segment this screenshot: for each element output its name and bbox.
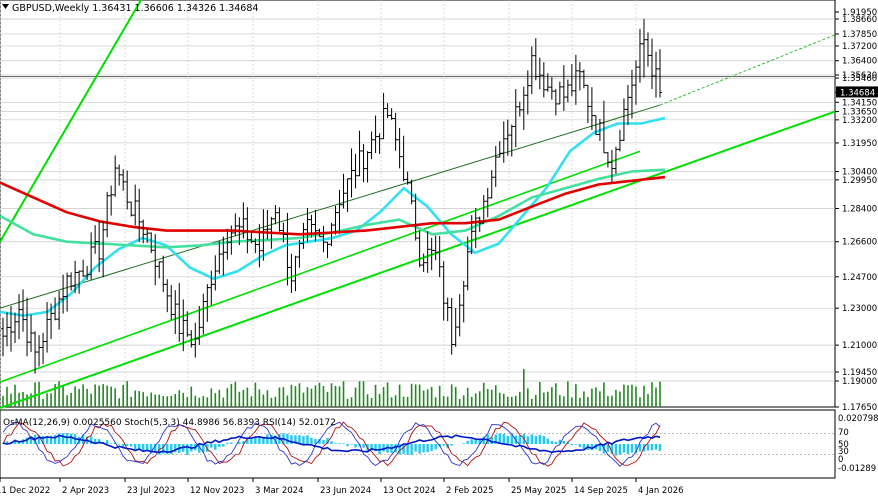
price-tick-label: 1.34150 [842, 98, 877, 108]
price-tick-label: 1.21000 [842, 341, 877, 351]
current-price-label: 1.34684 [840, 88, 875, 98]
price-tick-label: 1.19000 [842, 377, 877, 387]
symbol-header: GBPUSD,Weekly 1.36431 1.36606 1.34326 1.… [12, 3, 258, 14]
time-tick-label: 11 Dec 2022 [0, 486, 50, 496]
indicator-lines [0, 421, 835, 467]
price-tick-label: 1.33650 [842, 108, 877, 118]
time-tick-label: 13 Oct 2024 [383, 486, 436, 496]
time-tick-label: 23 Jul 2023 [127, 486, 175, 496]
indicator-tick-label: 50 [838, 440, 849, 450]
price-tick-label: 1.35460 [842, 74, 877, 84]
price-tick-label: 1.28400 [842, 204, 877, 214]
channel-lines [0, 0, 836, 409]
time-tick-label: 2 Apr 2023 [62, 486, 109, 496]
price-tick-label: 1.35630 [842, 71, 877, 81]
current-price-tag [836, 86, 878, 98]
time-tick-label: 25 May 2025 [511, 486, 566, 496]
time-tick-label: 23 Jun 2024 [320, 486, 371, 496]
stochastic-line [2, 421, 661, 467]
time-tick-label: 4 Jan 2026 [638, 486, 684, 496]
price-tick-label: 1.24700 [842, 273, 877, 283]
channel-lower-line [0, 110, 836, 409]
price-tick-label: 1.17650 [842, 403, 877, 413]
indicator-tick-label: 0 [838, 455, 843, 465]
channel-inner-line [0, 150, 641, 383]
stochastic-line [2, 421, 661, 467]
indicator-tick-label: 70 [838, 428, 849, 438]
time-tick-label: 14 Sep 2025 [574, 486, 628, 496]
price-tick-label: 1.29950 [842, 176, 877, 186]
price-tick-label: 1.26600 [842, 238, 877, 248]
price-tick-label: 1.37850 [842, 30, 877, 40]
price-tick-label: 1.38660 [842, 15, 877, 25]
channel-middle-extension [659, 34, 836, 106]
price-tick-label: 1.33200 [842, 116, 877, 126]
rsi-line [2, 434, 661, 454]
price-tick-label: 1.36400 [842, 57, 877, 67]
indicator-tick-label: -0.01289 [838, 464, 876, 474]
channel-upper-line [0, 0, 143, 243]
dropdown-arrow-icon[interactable] [2, 4, 9, 9]
price-tick-label: 1.91950 [842, 8, 877, 18]
moving-average-line [0, 175, 666, 236]
indicator-header: OsMA(12,26,9) 0.0025560 Stoch(5,3,3) 44.… [3, 418, 336, 428]
grid-lines [0, 0, 835, 407]
time-tick-label: 3 Mar 2024 [255, 486, 303, 496]
price-bars [1, 19, 662, 374]
volume-bars [2, 369, 661, 407]
price-tick-label: 1.31950 [842, 139, 877, 149]
channel-middle-line [0, 104, 661, 309]
indicator-tick-label: 0.020798 [838, 414, 878, 424]
price-tick-label: 1.37200 [842, 42, 877, 52]
time-axis: 11 Dec 2022 2 Apr 2023 23 Jul 2023 12 Nov 2… [0, 478, 684, 496]
time-tick-label: 12 Nov 2023 [190, 486, 244, 496]
price-tick-label: 1.30400 [842, 168, 877, 178]
time-tick-label: 2 Feb 2025 [446, 486, 494, 496]
indicator-tick-label: 30 [838, 447, 849, 457]
moving-average-line [0, 116, 666, 317]
price-tick-label: 1.23000 [842, 304, 877, 314]
moving-averages [0, 116, 666, 317]
price-tick-label: 1.19450 [842, 368, 877, 378]
